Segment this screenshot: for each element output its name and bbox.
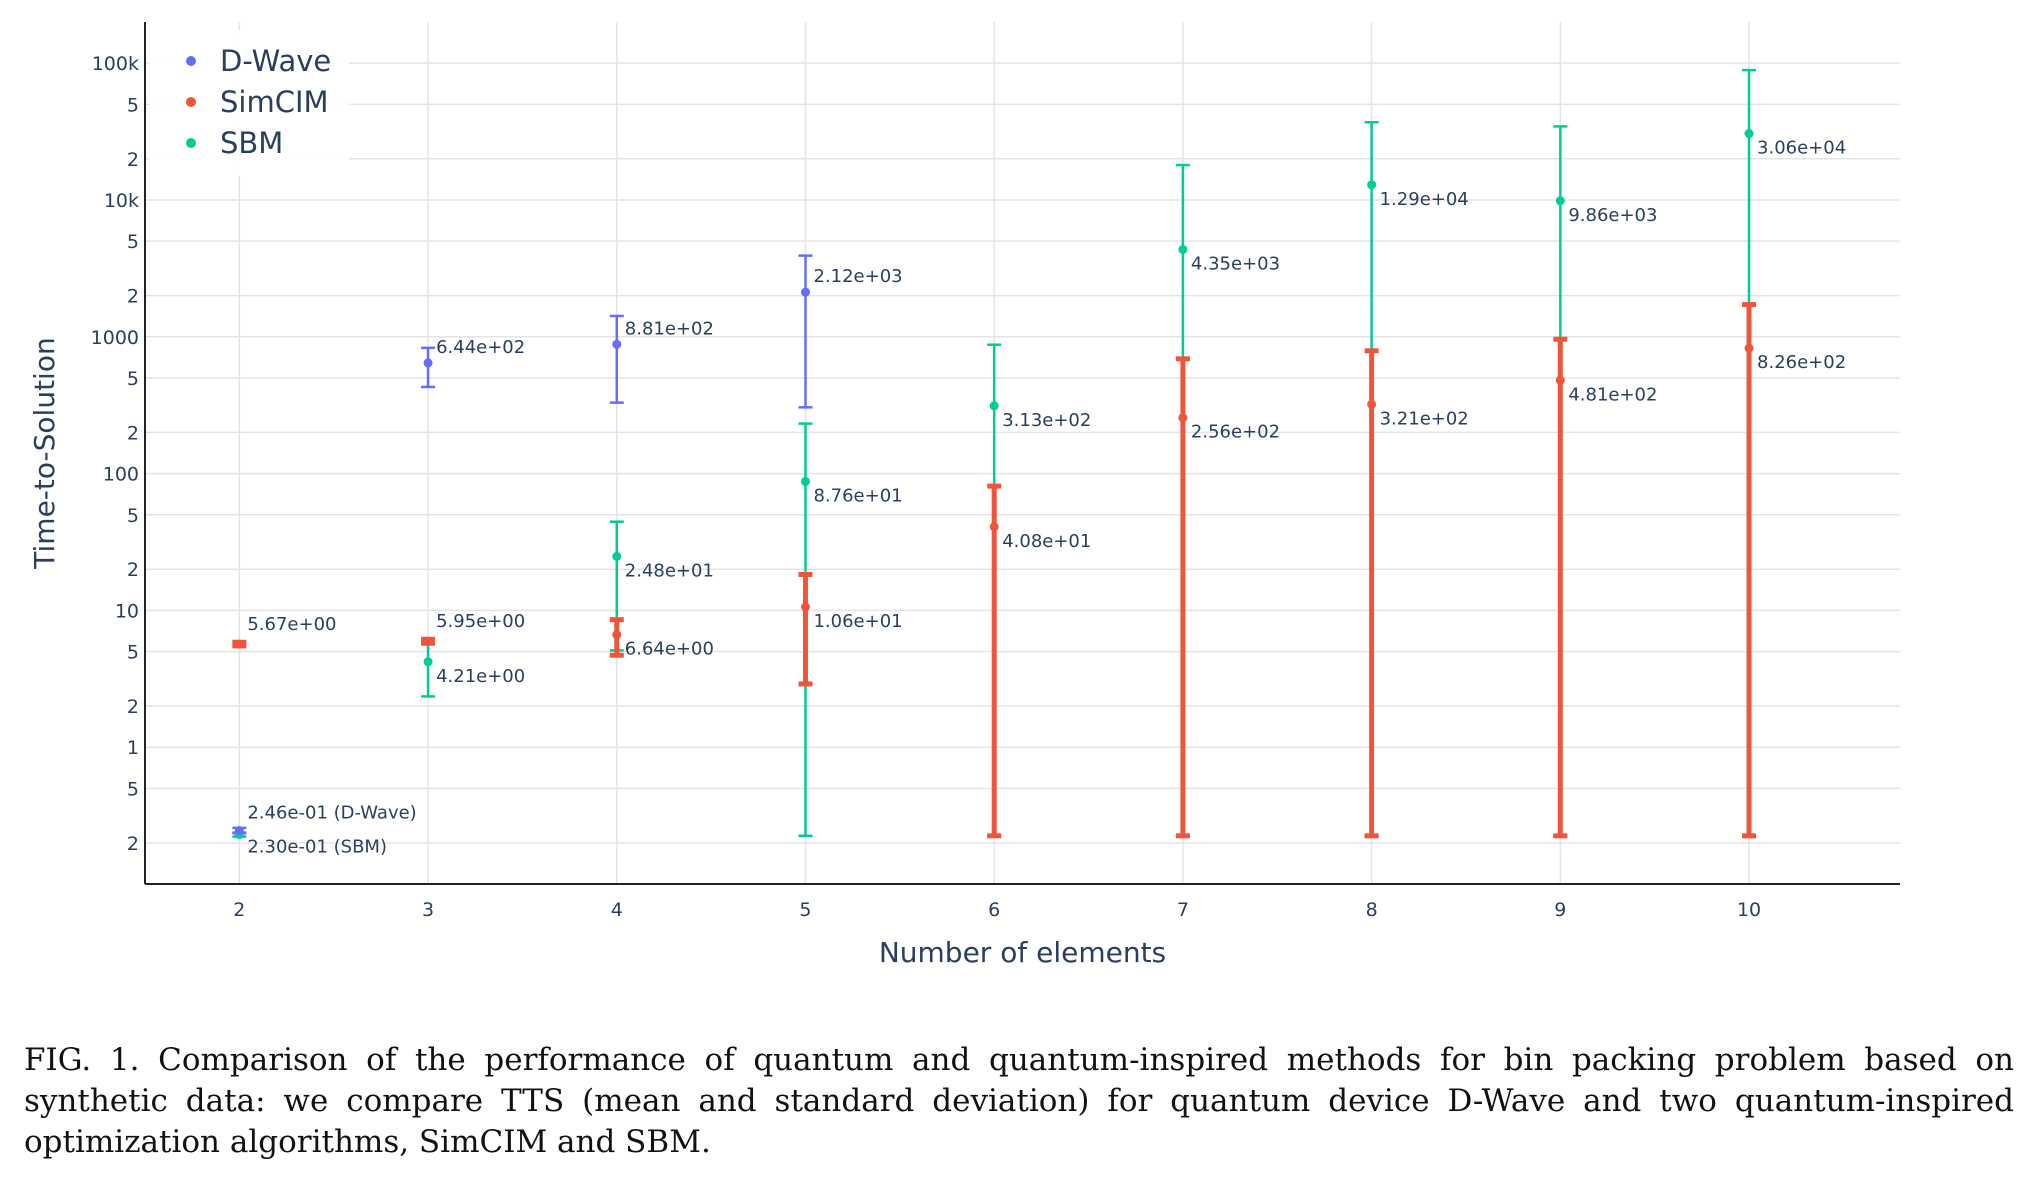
data-label: 2.46e-01 (D-Wave): [247, 803, 416, 824]
data-point: [423, 358, 433, 368]
data-label: 5.95e+00: [436, 611, 525, 632]
y-tick-label: 5: [127, 368, 139, 390]
y-tick-label: 1: [127, 737, 139, 759]
data-point: [1744, 129, 1754, 139]
data-point: [800, 476, 810, 486]
y-tick-label: 5: [127, 642, 139, 664]
y-tick-label: 10k: [104, 190, 139, 212]
data-label: 6.64e+00: [625, 639, 714, 660]
data-label: 2.12e+03: [813, 266, 902, 287]
data-label: 3.06e+04: [1757, 138, 1846, 159]
data-label: 2.48e+01: [625, 560, 714, 581]
data-point: [989, 401, 999, 411]
y-tick-label: 1000: [91, 327, 139, 349]
y-tick-label: 2: [127, 559, 139, 581]
data-label: 6.44e+02: [436, 337, 525, 358]
data-point: [612, 339, 622, 349]
x-tick-label: 3: [422, 899, 434, 921]
data-label: 4.35e+03: [1191, 253, 1280, 274]
data-label: 8.76e+01: [813, 485, 902, 506]
y-tick-label: 100: [103, 464, 139, 486]
y-tick-label: 2: [127, 286, 139, 308]
data-point: [423, 657, 433, 667]
legend-marker: [186, 97, 196, 107]
legend-marker: [186, 56, 196, 66]
legend-background: [149, 30, 349, 176]
data-label: 4.08e+01: [1002, 531, 1091, 552]
data-point: [1367, 399, 1377, 409]
data-label: 9.86e+03: [1568, 205, 1657, 226]
axes: [144, 22, 1900, 885]
y-tick-label: 5: [127, 505, 139, 527]
data-point: [1367, 180, 1377, 190]
x-tick-label: 2: [233, 899, 245, 921]
y-axis-title: Time-to-Solution: [28, 337, 61, 569]
x-tick-label: 10: [1737, 899, 1761, 921]
x-tick-label: 9: [1554, 899, 1566, 921]
x-tick-label: 7: [1177, 899, 1189, 921]
data-label: 2.30e-01 (SBM): [247, 837, 387, 858]
data-label: 4.81e+02: [1568, 384, 1657, 405]
y-tick-label: 5: [127, 94, 139, 116]
x-tick-label: 4: [611, 899, 623, 921]
data-label: 8.81e+02: [625, 318, 714, 339]
data-labels: 2.30e-01 (SBM) 4.21e+00 2.48e+01 8.76e+01 3.…: [247, 138, 1846, 858]
data-point: [1744, 343, 1754, 353]
y-tick-labels: 100k 5 2 10k 5 2 1000 5 2 100 5 2 10 5 2 1 5 2: [91, 53, 139, 855]
data-label: 3.13e+02: [1002, 410, 1091, 431]
x-axis-title: Number of elements: [879, 936, 1166, 969]
x-tick-label: 6: [988, 899, 1000, 921]
data-label: 8.26e+02: [1757, 352, 1846, 373]
chart: 100k 5 2 10k 5 2 1000 5 2 100 5 2 10 5 2 1 5 2 2 3 4 5 6 7 8 9 10…: [28, 22, 1900, 969]
y-tick-label: 100k: [92, 53, 139, 75]
data-point: [1178, 244, 1188, 254]
grid-lines: [145, 22, 1900, 884]
x-tick-label: 8: [1366, 899, 1378, 921]
y-tick-label: 2: [127, 696, 139, 718]
data-point: [1178, 413, 1188, 423]
data-label: 1.29e+04: [1380, 189, 1469, 210]
legend: D-Wave SimCIM SBM: [149, 30, 349, 176]
data-point: [234, 826, 244, 836]
data-points: [234, 129, 1754, 840]
y-tick-label: 5: [127, 231, 139, 253]
data-label: 1.06e+01: [813, 611, 902, 632]
y-tick-label: 2: [127, 149, 139, 171]
data-label: 5.67e+00: [247, 614, 336, 635]
data-label: 4.21e+00: [436, 666, 525, 687]
data-label: 3.21e+02: [1380, 408, 1469, 429]
y-tick-label: 5: [127, 778, 139, 800]
legend-label: D-Wave: [220, 44, 331, 78]
legend-label: SimCIM: [220, 85, 329, 119]
error-bars: [232, 68, 1757, 839]
data-point: [800, 602, 810, 612]
data-point: [989, 522, 999, 532]
legend-label: SBM: [220, 126, 283, 160]
legend-marker: [186, 138, 196, 148]
figure-caption: FIG. 1. Comparison of the performance of…: [24, 1042, 2014, 1160]
data-point: [234, 639, 244, 649]
data-point: [423, 636, 433, 646]
data-point: [1555, 375, 1565, 385]
data-point: [800, 287, 810, 297]
data-point: [612, 551, 622, 561]
data-point: [612, 630, 622, 640]
y-tick-label: 2: [127, 422, 139, 444]
x-tick-labels: 2 3 4 5 6 7 8 9 10: [233, 899, 1761, 921]
y-tick-label: 10: [115, 600, 139, 622]
data-point: [1555, 196, 1565, 206]
data-label: 2.56e+02: [1191, 422, 1280, 443]
x-tick-label: 5: [799, 899, 811, 921]
y-tick-label: 2: [127, 833, 139, 855]
